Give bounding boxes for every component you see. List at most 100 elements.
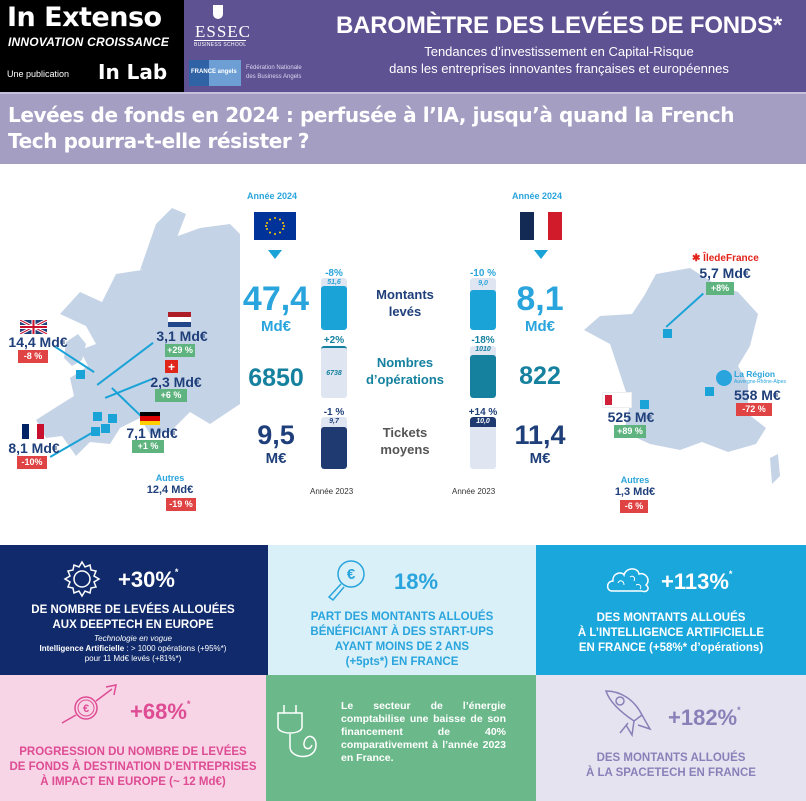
france-flag-icon [520, 212, 562, 240]
header: In Extenso INNOVATION CROISSANCE Une pub… [0, 0, 806, 92]
fr-amount-unit: Md€ [525, 318, 555, 335]
category-ticket: Tickets moyens [380, 425, 430, 457]
fr-marker [91, 427, 100, 436]
brand-logo-block: In Extenso INNOVATION CROISSANCE Une pub… [0, 0, 184, 92]
tile-impact: € +68%* PROGRESSION DU NOMBRE DE LEVÉES D… [0, 675, 266, 801]
eu-operations-bar: 6738 [321, 346, 347, 398]
ch-value: 2,3 Md€ [150, 374, 202, 390]
startups-description: PART DES MONTANTS ALLOUÉS BÉNÉFICIANT À D… [310, 611, 494, 668]
eu-prev-year-label: Année 2023 [310, 487, 354, 496]
eu-flag-icon [254, 212, 296, 240]
fr-amount-bar: 9,0 [470, 278, 496, 330]
fr-ticket-value: 11,4 [514, 420, 566, 450]
eu-ticket-bar: 9,7 [321, 417, 347, 469]
page-title: BAROMÈTRE DES LEVÉES DE FONDS* [335, 12, 783, 39]
tile-spacetech: +182%* DES MONTANTS ALLOUÉS À LA SPACETEC… [536, 675, 806, 801]
ch-marker [101, 424, 110, 433]
eu-amount-value: 47,4 [242, 280, 310, 318]
title-block: BAROMÈTRE DES LEVÉES DE FONDS* Tendances… [312, 0, 806, 92]
europe-map [36, 208, 240, 456]
energy-description: Le secteur de l’énergie comptabilise une… [341, 700, 506, 764]
startups-figure: 18% [394, 569, 439, 594]
gear-icon [63, 560, 101, 598]
category-amount: Montants levés [376, 287, 434, 319]
fr-ticket-unit: M€ [529, 450, 551, 467]
ara-marker [705, 387, 714, 396]
eu-year-label: Année 2024 [247, 191, 298, 201]
impact-figure: +68%* [130, 699, 191, 724]
fr-ticket-bar: 10,0 [470, 417, 496, 469]
uk-marker [76, 370, 85, 379]
eu-operations-change: +2% [323, 335, 345, 346]
idf-logo: ✱ ÎledeFrance [692, 253, 759, 264]
nl-value: 3,1 Md€ [156, 328, 208, 344]
idf-marker [663, 329, 672, 338]
nl-change-badge: +29 % [165, 344, 195, 357]
idf-change-badge: +8% [706, 282, 734, 295]
brand-subtitle: INNOVATION CROISSANCE [8, 35, 170, 49]
essec-logo: ESSEC [195, 22, 252, 41]
tile-startups: € 18% PART DES MONTANTS ALLOUÉS BÉNÉFICIA… [266, 545, 536, 675]
euro-growth-icon: € [61, 684, 117, 724]
fr-operations-change: -18% [471, 335, 495, 346]
ai-description: DES MONTANTS ALLOUÉS À L’INTELLIGENCE ART… [577, 612, 765, 654]
eu-ticket-change: -1 % [323, 407, 345, 418]
deeptech-note: Technologie en vogue Intelligence Artifi… [39, 634, 227, 663]
ara-logo-icon [716, 370, 732, 386]
ch-change-badge: +6 % [155, 389, 187, 402]
page-subtitle: Tendances d’investissement en Capital-Ri… [389, 44, 729, 76]
plug-icon [277, 705, 317, 758]
brain-cloud-icon [606, 568, 649, 593]
fr-change-badge: -10% [17, 456, 47, 469]
rocket-icon [604, 690, 652, 738]
spacetech-description: DES MONTANTS ALLOUÉS À LA SPACETECH EN FR… [586, 752, 756, 779]
publication-label: Une publication [7, 69, 70, 79]
eu-ticket-unit: M€ [265, 450, 287, 467]
europe-others-value: 12,4 Md€ [146, 484, 194, 496]
de-marker [108, 414, 117, 423]
eu-amount-change: -8% [325, 268, 343, 279]
uk-change-badge: -8 % [18, 350, 48, 363]
occitanie-logo [602, 392, 632, 408]
de-value: 7,1 Md€ [126, 425, 178, 441]
tile-deeptech: +30%* DE NOMBRE DE LEVÉES ALLOUÉES AUX DE… [0, 545, 266, 675]
fr-amount-value: 8,1 [516, 280, 564, 318]
impact-description: PROGRESSION DU NOMBRE DE LEVÉES DE FONDS … [9, 746, 257, 788]
occitanie-value: 525 M€ [607, 409, 655, 425]
partner-logos: ESSEC BUSINESS SCHOOL FRANCE angels Fédé… [184, 0, 312, 92]
headline: Levées de fonds en 2024 : perfusée à l’I… [8, 103, 735, 153]
eu-operations-value: 6850 [248, 364, 304, 392]
essec-shield-icon [213, 5, 223, 19]
fr-value: 8,1 Md€ [8, 440, 60, 456]
tile-ai: +113%* DES MONTANTS ALLOUÉS À L’INTELLIGE… [536, 545, 806, 675]
eu-amount-unit: Md€ [261, 318, 291, 335]
europe-others-label: Autres [155, 473, 185, 483]
euro-magnifier-icon: € [327, 560, 365, 602]
essec-subtitle: BUSINESS SCHOOL [194, 40, 247, 48]
uk-value: 14,4 Md€ [8, 334, 68, 350]
lab-name: In Lab [98, 60, 168, 84]
deeptech-figure: +30%* [118, 567, 179, 592]
ara-name-sub: Auvergne-Rhône-Alpes [734, 379, 786, 385]
europe-others-badge: -19 % [166, 498, 196, 511]
brand-name: In Extenso [7, 2, 162, 33]
fr-prev-year-label: Année 2023 [452, 487, 496, 496]
fr-year-label: Année 2024 [512, 191, 563, 201]
franceangels-logo: FRANCE angels [189, 60, 241, 86]
de-change-badge: +1 % [132, 440, 164, 453]
eu-ticket-value: 9,5 [257, 420, 295, 450]
fr-arrow-down-icon [534, 250, 548, 259]
eu-arrow-down-icon [268, 250, 282, 259]
france-others-badge: -6 % [620, 500, 648, 513]
france-others-value: 1,3 Md€ [614, 486, 656, 498]
occitanie-change-badge: +89 % [614, 425, 646, 438]
headline-banner: Levées de fonds en 2024 : perfusée à l’I… [0, 92, 806, 164]
fr-operations-value: 822 [519, 362, 561, 390]
ai-figure: +113%* [661, 569, 733, 594]
nl-marker [93, 412, 102, 421]
fr-amount-change: -10 % [469, 268, 497, 279]
comparison-section: 14,4 Md€ -8 % 3,1 Md€ +29 % + 2,3 Md€ +6… [0, 164, 806, 544]
france-flag-icon [22, 424, 44, 439]
deeptech-description: DE NOMBRE DE LEVÉES ALLOUÉES AUX DEEPTECH… [31, 604, 235, 631]
idf-value: 5,7 Md€ [699, 265, 751, 281]
